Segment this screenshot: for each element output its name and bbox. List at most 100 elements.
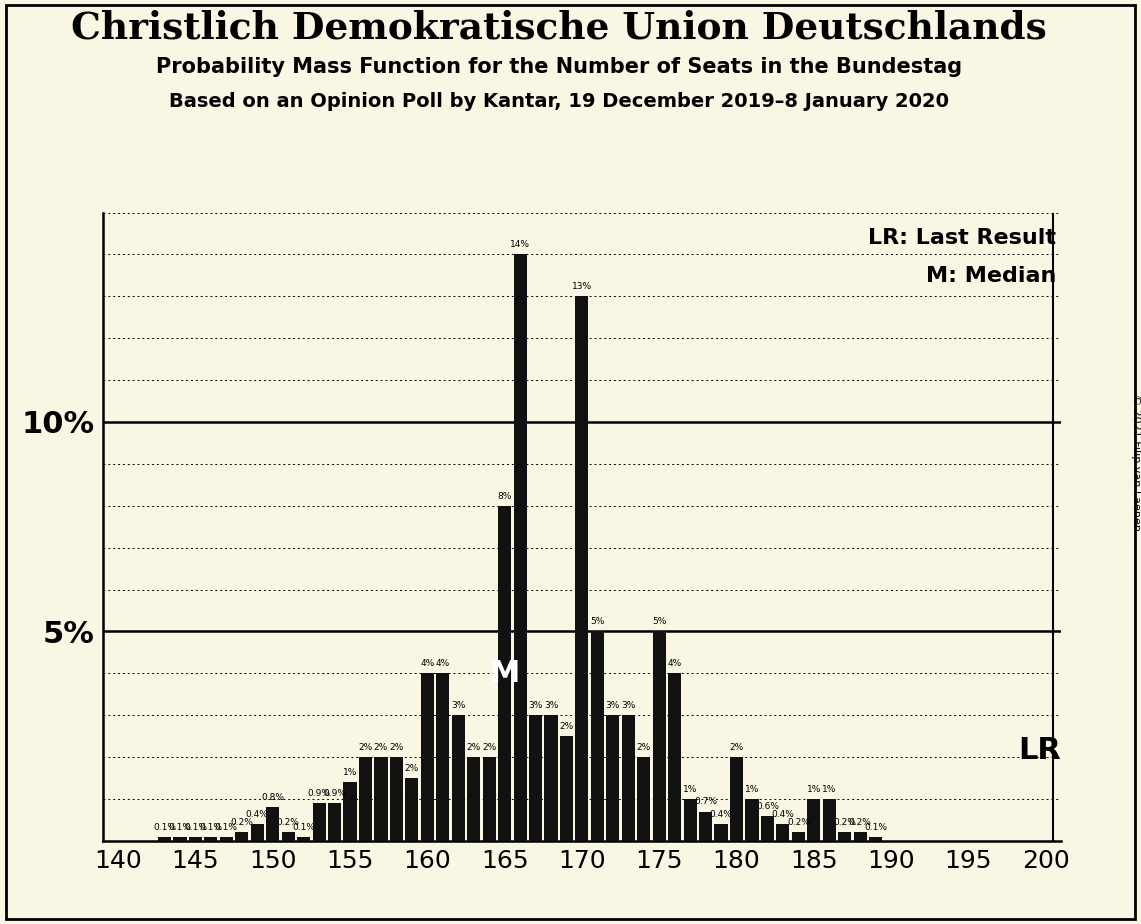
Text: 0.9%: 0.9% xyxy=(308,789,331,798)
Bar xyxy=(560,736,573,841)
Text: 3%: 3% xyxy=(528,701,543,711)
Text: 2%: 2% xyxy=(358,743,373,752)
Text: 0.1%: 0.1% xyxy=(864,822,887,832)
Bar xyxy=(853,833,867,841)
Text: 5%: 5% xyxy=(652,617,666,626)
Bar xyxy=(359,757,372,841)
Bar xyxy=(792,833,804,841)
Bar xyxy=(374,757,388,841)
Text: 0.2%: 0.2% xyxy=(787,819,810,827)
Bar xyxy=(513,254,527,841)
Text: 0.2%: 0.2% xyxy=(230,819,253,827)
Bar xyxy=(204,836,218,841)
Text: 0.8%: 0.8% xyxy=(261,794,284,802)
Text: 0.2%: 0.2% xyxy=(849,819,872,827)
Text: 0.7%: 0.7% xyxy=(694,797,717,807)
Text: 0.1%: 0.1% xyxy=(215,822,237,832)
Text: 0.1%: 0.1% xyxy=(292,822,315,832)
Text: 0.4%: 0.4% xyxy=(710,810,733,819)
Text: 3%: 3% xyxy=(621,701,636,711)
Text: 2%: 2% xyxy=(482,743,496,752)
Text: © 2021 Filip van Laenen: © 2021 Filip van Laenen xyxy=(1132,394,1141,530)
Bar xyxy=(282,833,294,841)
Bar xyxy=(683,799,697,841)
Bar xyxy=(637,757,650,841)
Text: 0.6%: 0.6% xyxy=(756,802,779,810)
Text: LR: Last Result: LR: Last Result xyxy=(868,228,1057,249)
Text: 0.4%: 0.4% xyxy=(245,810,269,819)
Bar xyxy=(327,803,341,841)
Bar xyxy=(497,505,511,841)
Bar xyxy=(839,833,851,841)
Bar xyxy=(157,836,171,841)
Bar xyxy=(823,799,836,841)
Bar xyxy=(297,836,310,841)
Text: M: Median: M: Median xyxy=(926,266,1057,286)
Text: 3%: 3% xyxy=(451,701,466,711)
Text: 5%: 5% xyxy=(590,617,605,626)
Bar xyxy=(714,824,728,841)
Text: 1%: 1% xyxy=(683,784,697,794)
Bar xyxy=(745,799,759,841)
Bar xyxy=(189,836,202,841)
Bar xyxy=(390,757,403,841)
Text: 0.1%: 0.1% xyxy=(184,822,207,832)
Text: 1%: 1% xyxy=(822,784,836,794)
Bar xyxy=(606,715,620,841)
Text: 1%: 1% xyxy=(807,784,822,794)
Text: 3%: 3% xyxy=(606,701,620,711)
Bar xyxy=(653,631,665,841)
Text: 0.9%: 0.9% xyxy=(323,789,346,798)
Bar xyxy=(173,836,186,841)
Bar xyxy=(313,803,325,841)
Bar xyxy=(544,715,558,841)
Text: 0.1%: 0.1% xyxy=(200,822,222,832)
Bar xyxy=(529,715,542,841)
Bar xyxy=(591,631,604,841)
Text: 2%: 2% xyxy=(729,743,744,752)
Bar xyxy=(220,836,233,841)
Bar xyxy=(575,297,589,841)
Bar xyxy=(467,757,480,841)
Text: 2%: 2% xyxy=(559,722,574,731)
Bar xyxy=(776,824,790,841)
Bar xyxy=(421,674,434,841)
Bar xyxy=(251,824,264,841)
Text: Probability Mass Function for the Number of Seats in the Bundestag: Probability Mass Function for the Number… xyxy=(156,57,962,78)
Text: 8%: 8% xyxy=(497,492,512,501)
Text: 4%: 4% xyxy=(436,659,450,668)
Text: 1%: 1% xyxy=(745,784,759,794)
Bar xyxy=(452,715,464,841)
Text: Based on an Opinion Poll by Kantar, 19 December 2019–8 January 2020: Based on an Opinion Poll by Kantar, 19 D… xyxy=(169,92,949,112)
Text: 13%: 13% xyxy=(572,282,592,291)
Text: 4%: 4% xyxy=(420,659,435,668)
Bar xyxy=(405,778,419,841)
Text: 0.1%: 0.1% xyxy=(153,822,176,832)
Bar xyxy=(730,757,743,841)
Bar xyxy=(869,836,882,841)
Text: 1%: 1% xyxy=(342,768,357,777)
Text: Christlich Demokratische Union Deutschlands: Christlich Demokratische Union Deutschla… xyxy=(71,9,1047,46)
Bar xyxy=(266,808,280,841)
Bar xyxy=(669,674,681,841)
Text: LR: LR xyxy=(1018,736,1061,765)
Text: 0.4%: 0.4% xyxy=(771,810,794,819)
Text: 2%: 2% xyxy=(637,743,650,752)
Bar xyxy=(483,757,495,841)
Text: 4%: 4% xyxy=(667,659,682,668)
Bar xyxy=(235,833,249,841)
Bar xyxy=(622,715,634,841)
Text: 0.2%: 0.2% xyxy=(833,819,856,827)
Bar xyxy=(699,811,712,841)
Text: M: M xyxy=(489,659,520,687)
Text: 2%: 2% xyxy=(405,764,419,773)
Text: 2%: 2% xyxy=(374,743,388,752)
Text: 0.2%: 0.2% xyxy=(277,819,300,827)
Bar xyxy=(343,783,357,841)
Text: 0.1%: 0.1% xyxy=(169,822,192,832)
Text: 2%: 2% xyxy=(389,743,404,752)
Text: 14%: 14% xyxy=(510,240,531,249)
Text: 2%: 2% xyxy=(467,743,480,752)
Bar xyxy=(761,816,774,841)
Bar xyxy=(436,674,450,841)
